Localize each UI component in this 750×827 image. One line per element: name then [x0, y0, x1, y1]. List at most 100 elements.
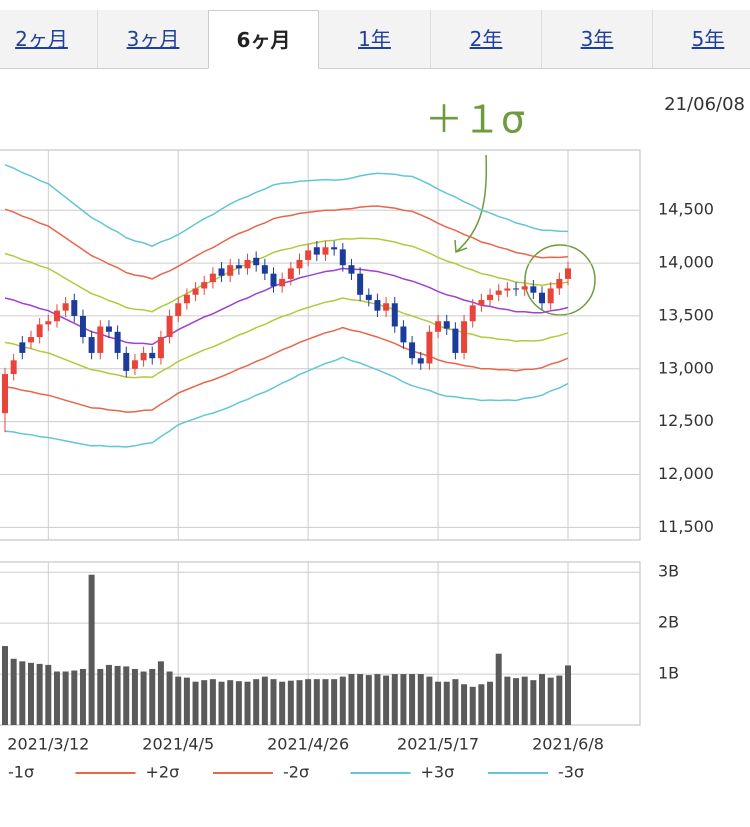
volume-bar	[244, 681, 251, 725]
candle-body	[79, 315, 86, 338]
candle-body	[123, 352, 130, 371]
tab-bar: 2ヶ月 3ヶ月 6ヶ月 1年 2年 3年 5年	[0, 10, 750, 69]
candle-body	[201, 282, 208, 289]
volume-bar	[149, 668, 156, 725]
volume-bar	[218, 681, 225, 725]
y-tick-label: 12,000	[658, 464, 714, 483]
candle-body	[339, 249, 346, 266]
chart-date: 21/06/08	[664, 94, 745, 115]
legend-label: +2σ	[146, 763, 180, 782]
volume-bar	[305, 679, 312, 725]
candle-body	[417, 358, 424, 364]
volume-bar	[521, 676, 528, 725]
annotation-arrowhead	[454, 239, 468, 254]
volume-bar	[235, 681, 242, 725]
period-tab[interactable]: 6ヶ月	[208, 10, 319, 69]
candle-body	[19, 342, 26, 353]
volume-bar	[71, 670, 78, 725]
candle-body	[36, 324, 43, 338]
volume-bar	[79, 668, 86, 725]
y-tick-label: 11,500	[658, 517, 714, 536]
legend-label: -3σ	[558, 763, 584, 782]
x-tick-label: 2021/3/12	[7, 735, 89, 754]
band-line	[4, 267, 569, 346]
volume-bar	[383, 675, 390, 725]
volume-bar	[175, 676, 182, 725]
candle-body	[140, 352, 147, 361]
period-tab[interactable]: 2ヶ月	[15, 27, 68, 51]
volume-bar	[261, 676, 268, 725]
volume-bar	[400, 674, 407, 725]
candle-body	[296, 259, 303, 269]
candle-body	[27, 337, 34, 343]
volume-bar	[27, 662, 34, 725]
candle-body	[452, 328, 459, 353]
candle-body	[400, 326, 407, 343]
period-tab[interactable]: 2年	[430, 10, 541, 68]
annotation-arrow	[455, 154, 488, 253]
candle-body	[348, 265, 355, 274]
candle-body	[10, 360, 17, 375]
volume-bar	[97, 668, 104, 725]
volume-bar	[374, 674, 381, 725]
candle-body	[495, 290, 502, 295]
band-line	[4, 237, 569, 313]
period-tab[interactable]: 3ヶ月	[97, 10, 208, 68]
volume-bar	[504, 676, 511, 725]
candle-body	[71, 300, 78, 316]
candle-body	[166, 315, 173, 338]
candle-body	[218, 268, 225, 276]
candle-body	[391, 303, 398, 327]
volume-bar	[417, 674, 424, 725]
volume-bar	[279, 681, 286, 725]
volume-bar	[331, 679, 338, 725]
volume-bar	[495, 653, 502, 725]
volume-bar	[313, 679, 320, 725]
candle-body	[487, 294, 494, 301]
candle-body	[383, 303, 390, 311]
volume-bar	[461, 684, 468, 725]
candle-body	[322, 247, 329, 255]
volume-bar	[565, 665, 571, 725]
band-line	[4, 356, 569, 448]
legend-label: -1σ	[8, 763, 34, 782]
candle-body	[478, 300, 485, 306]
candle-body	[521, 286, 528, 290]
period-tab[interactable]: 1年	[358, 27, 391, 51]
candle-body	[2, 374, 8, 414]
y-tick-label: 13,000	[658, 358, 714, 377]
volume-bar	[547, 677, 554, 725]
x-tick-label: 2021/5/17	[397, 735, 479, 754]
candle-body	[279, 278, 286, 287]
volume-bar	[478, 684, 485, 725]
period-tab[interactable]: 3年	[541, 10, 652, 68]
band-line	[4, 164, 569, 248]
volume-bar	[487, 681, 494, 725]
candle-body	[331, 247, 338, 250]
candle-body	[149, 352, 156, 359]
volume-bar	[209, 679, 216, 725]
period-tab[interactable]: 5年	[652, 10, 750, 68]
volume-bar	[36, 663, 43, 725]
candle-body	[183, 294, 190, 304]
legend-label: +3σ	[421, 763, 455, 782]
band-line	[4, 326, 569, 413]
candle-body	[435, 321, 442, 332]
candle-body	[365, 294, 372, 301]
volume-bar	[53, 671, 60, 725]
candle-body	[53, 310, 60, 322]
candle-body	[157, 337, 164, 359]
volume-bar	[348, 674, 355, 725]
volume-bar	[166, 671, 173, 725]
candle-body	[461, 321, 468, 353]
volume-bar	[539, 674, 546, 725]
volume-bar	[62, 671, 69, 725]
volume-bar	[192, 681, 199, 725]
volume-bar	[157, 661, 164, 725]
volume-bar	[296, 680, 303, 725]
x-tick-label: 2021/4/5	[142, 735, 214, 754]
candle-body	[105, 326, 112, 332]
candle-body	[62, 303, 69, 311]
volume-bar	[131, 668, 138, 725]
candle-body	[443, 321, 450, 329]
